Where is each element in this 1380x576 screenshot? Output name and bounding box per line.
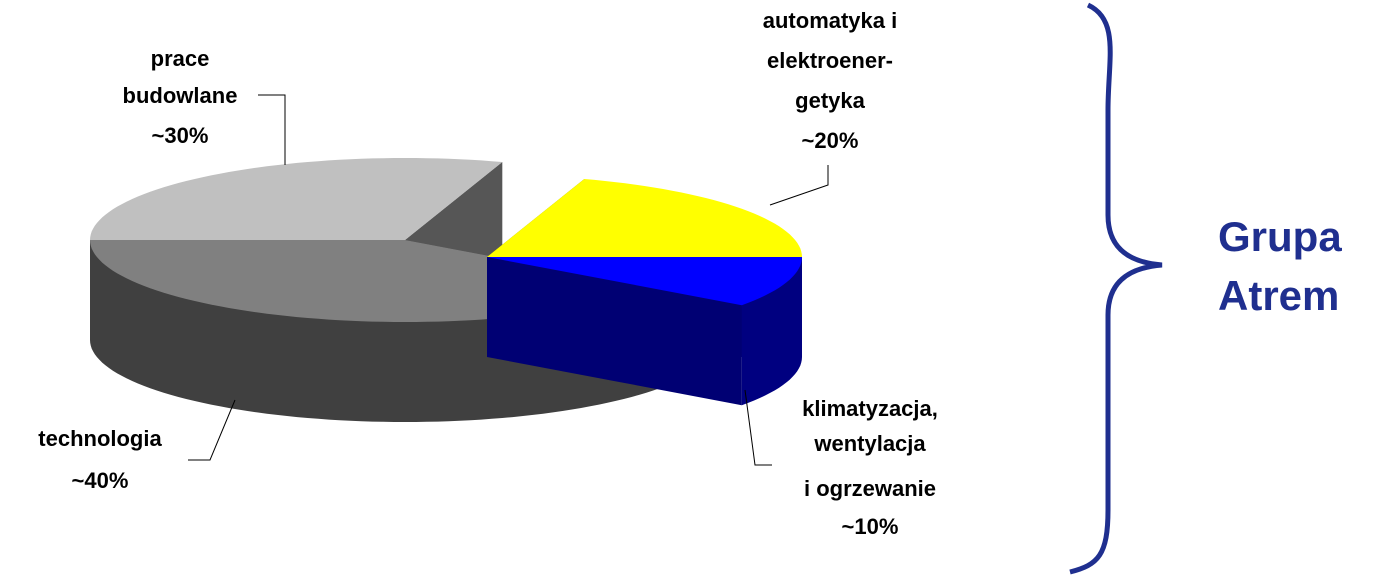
slice	[90, 158, 503, 240]
slice	[487, 179, 802, 257]
slice	[487, 257, 802, 406]
leader-line	[188, 399, 236, 461]
category-label: automatyka i	[763, 8, 898, 33]
value-label: ~20%	[802, 128, 859, 153]
value-label: ~40%	[72, 468, 129, 493]
value-label: ~10%	[842, 514, 899, 539]
pie	[90, 158, 802, 422]
category-label: budowlane	[123, 83, 238, 108]
slice-wall	[741, 257, 802, 406]
leader-line	[258, 94, 286, 165]
category-label: wentylacja	[813, 431, 926, 456]
value-label: ~30%	[152, 123, 209, 148]
annotation: Atrem	[1218, 272, 1339, 319]
category-label: klimatyzacja,	[802, 396, 938, 421]
slice	[487, 257, 802, 306]
category-label: i ogrzewanie	[804, 476, 936, 501]
category-label: elektroener-	[767, 48, 893, 73]
leader-line	[769, 165, 829, 206]
brace	[1069, 2, 1163, 575]
category-label: technologia	[38, 426, 162, 451]
leader-line	[744, 389, 772, 466]
slice-wall	[90, 240, 660, 422]
category-label: prace	[151, 46, 210, 71]
category-label: getyka	[795, 88, 865, 113]
annotation: Grupa	[1218, 213, 1342, 260]
slice-side	[487, 257, 742, 406]
